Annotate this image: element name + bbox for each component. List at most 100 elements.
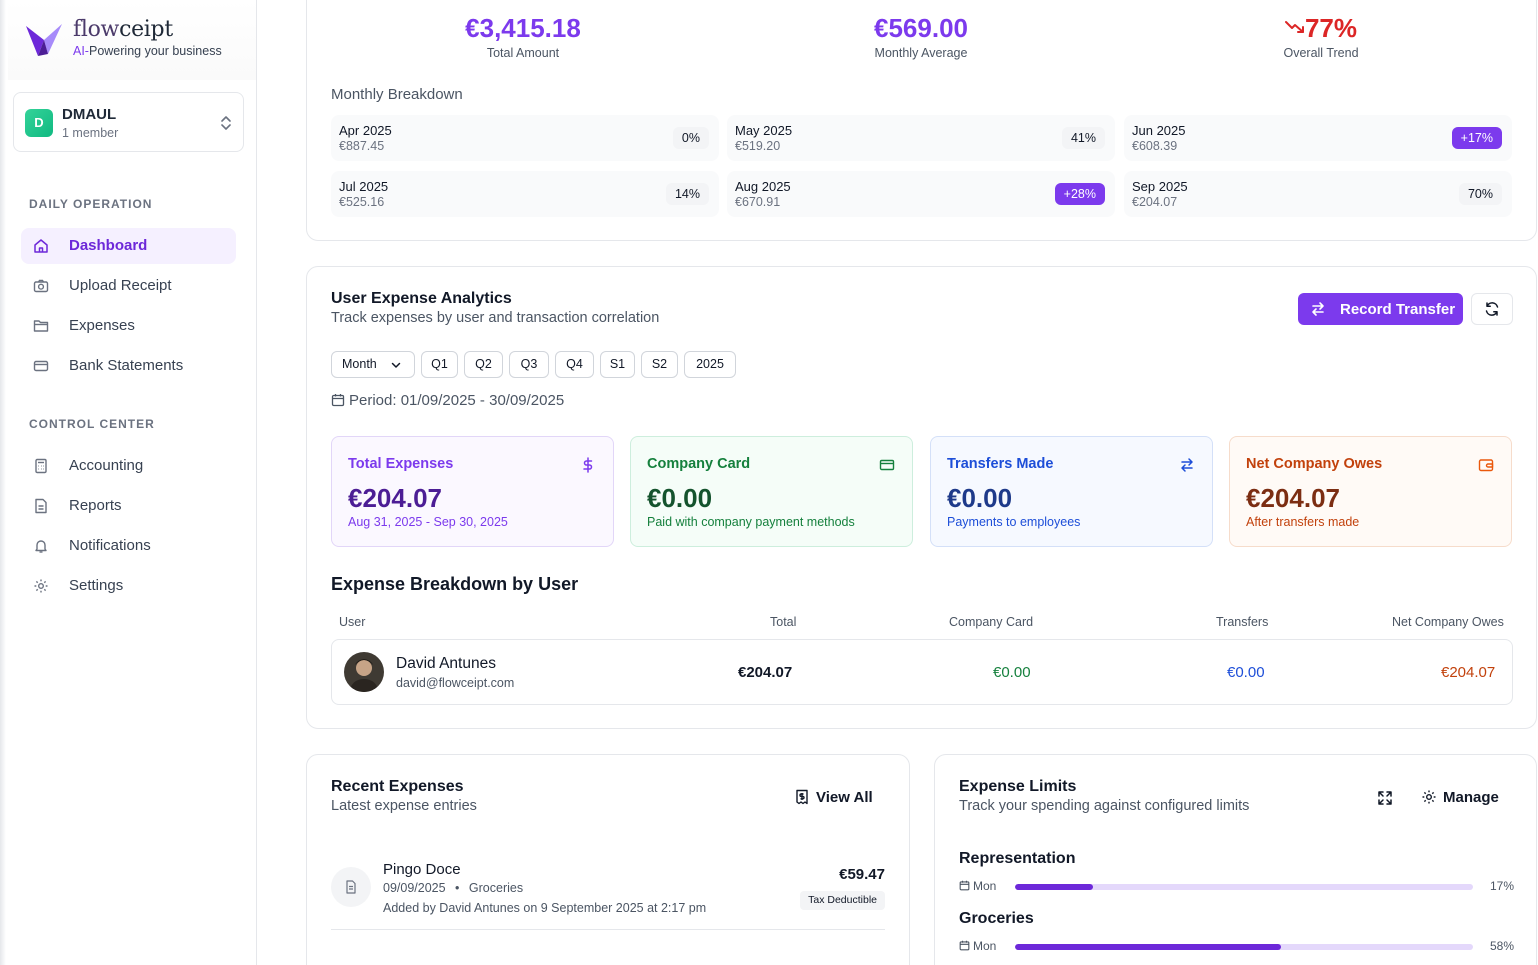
recent-expenses-subtitle: Latest expense entries (331, 798, 477, 814)
expense-limits-title: Expense Limits (959, 778, 1077, 795)
expense-meta: 09/09/2025 • Groceries (383, 881, 523, 895)
analytics-title: User Expense Analytics (331, 290, 512, 307)
sidebar-item-label: Dashboard (69, 237, 148, 254)
period-chip-q2[interactable]: Q2 (464, 351, 503, 378)
limit-percent: 58% (1489, 939, 1514, 953)
period-chip-q3[interactable]: Q3 (509, 351, 549, 378)
avatar (344, 652, 384, 692)
month-change-badge: 14% (665, 183, 709, 205)
sidebar-item-label: Upload Receipt (69, 277, 172, 294)
column-header-company-card: Company Card (949, 615, 1034, 629)
sidebar-item-label: Settings (69, 577, 124, 594)
calendar-icon (959, 940, 970, 951)
brand-name: flowceipt (73, 17, 173, 42)
record-transfer-button[interactable]: Record Transfer (1298, 293, 1463, 325)
expense-category: Groceries (468, 881, 524, 895)
sidebar-item-accounting[interactable]: Accounting (21, 448, 236, 484)
expense-merchant: Pingo Doce (383, 861, 461, 878)
wallet-icon (1478, 459, 1494, 472)
period-chip-s2[interactable]: S2 (641, 351, 678, 378)
limit-progress-bar (1015, 884, 1473, 890)
month-amount: €204.07 (1132, 195, 1178, 209)
month-label: Sep 2025 (1132, 179, 1188, 194)
nav-section-control: CONTROL CENTER (29, 417, 155, 431)
home-icon (34, 239, 48, 253)
transfer-arrows-icon (1181, 458, 1193, 472)
refresh-icon (1485, 302, 1499, 316)
refresh-button[interactable] (1471, 293, 1513, 325)
month-cell: Jul 2025 €525.16 14% (331, 171, 719, 217)
monthly-average-label: Monthly Average (874, 46, 968, 60)
limit-percent: 17% (1489, 879, 1514, 893)
expense-limits-card (934, 754, 1537, 965)
sidebar-item-dashboard[interactable]: Dashboard (21, 228, 236, 264)
column-header-user: User (339, 615, 366, 629)
gear-icon (34, 579, 48, 593)
period-chip-s1[interactable]: S1 (600, 351, 635, 378)
kpi-title: Total Expenses (348, 456, 454, 472)
calendar-icon (959, 880, 970, 891)
month-amount: €608.39 (1132, 139, 1178, 153)
sidebar-item-label: Bank Statements (69, 357, 184, 374)
sidebar-item-upload-receipt[interactable]: Upload Receipt (21, 268, 236, 304)
user-email: david@flowceipt.com (396, 676, 515, 690)
chevron-up-down-icon (221, 116, 231, 130)
row-transfers: €0.00 (1227, 664, 1265, 681)
kpi-net-company-owes: Net Company Owes €204.07 After transfers… (1229, 436, 1512, 547)
period-range-text: Period: 01/09/2025 - 30/09/2025 (349, 392, 565, 409)
manage-label: Manage (1443, 789, 1499, 806)
sidebar-item-notifications[interactable]: Notifications (21, 528, 236, 564)
period-type-select[interactable]: Month (331, 351, 415, 378)
period-chip-q4[interactable]: Q4 (555, 351, 594, 378)
period-chip-2025[interactable]: 2025 (684, 351, 736, 378)
expense-limits-subtitle: Track your spending against configured l… (959, 798, 1250, 814)
kpi-transfers-made: Transfers Made €0.00 Payments to employe… (930, 436, 1213, 547)
nav-section-daily: DAILY OPERATION (29, 197, 153, 211)
period-chip-q1[interactable]: Q1 (421, 351, 458, 378)
month-change-badge: 0% (672, 127, 709, 149)
period-type-value: Month (342, 357, 377, 371)
limit-progress-bar (1015, 944, 1473, 950)
month-label: Apr 2025 (339, 123, 392, 138)
table-row[interactable]: David Antunes david@flowceipt.com €204.0… (331, 639, 1513, 705)
total-amount-label: Total Amount (486, 46, 560, 60)
row-net-company-owes: €204.07 (1441, 664, 1496, 681)
calculator-icon (35, 458, 47, 474)
sidebar-item-settings[interactable]: Settings (21, 568, 236, 604)
org-switcher[interactable]: D DMAUL 1 member (13, 92, 244, 152)
document-icon (35, 498, 47, 514)
total-amount-value: €3,415.18 (465, 13, 581, 43)
limit-period-text: Mon (973, 879, 997, 893)
overall-trend-label: Overall Trend (1283, 46, 1359, 60)
kpi-sub: Paid with company payment methods (647, 515, 855, 529)
brand[interactable]: flowceipt AI-Powering your business (8, 0, 256, 80)
analytics-subtitle: Track expenses by user and transaction c… (331, 310, 660, 326)
kpi-value: €0.00 (947, 483, 1013, 513)
row-total: €204.07 (738, 664, 793, 681)
expense-added-by: Added by David Antunes on 9 September 20… (383, 901, 707, 915)
sidebar-item-label: Expenses (69, 317, 135, 334)
view-all-button[interactable]: View All (794, 789, 873, 806)
sidebar-item-reports[interactable]: Reports (21, 488, 236, 524)
kpi-total-expenses: Total Expenses €204.07 Aug 31, 2025 - Se… (331, 436, 614, 547)
summary-card: €3,415.18 Total Amount €569.00 Monthly A… (306, 0, 1537, 241)
brand-tagline: AI-Powering your business (73, 44, 222, 58)
expand-icon (1378, 791, 1392, 805)
overall-trend-stat: 77% Overall Trend (1191, 13, 1451, 60)
limit-progress-fill (1015, 944, 1281, 950)
org-name: DMAUL (62, 106, 117, 123)
month-change-badge: +28% (1054, 183, 1105, 205)
sidebar-item-bank-statements[interactable]: Bank Statements (21, 348, 236, 384)
kpi-sub: After transfers made (1246, 515, 1360, 529)
expand-button[interactable] (1377, 790, 1393, 806)
month-label: Jun 2025 (1132, 123, 1186, 138)
month-amount: €519.20 (735, 139, 781, 153)
month-amount: €887.45 (339, 139, 385, 153)
month-cell: Jun 2025 €608.39 +17% (1124, 115, 1512, 161)
manage-limits-button[interactable]: Manage (1421, 789, 1499, 806)
chevron-down-icon (391, 362, 401, 368)
list-divider (331, 929, 885, 930)
month-cell: Aug 2025 €670.91 +28% (727, 171, 1115, 217)
kpi-value: €0.00 (647, 483, 713, 513)
sidebar-item-expenses[interactable]: Expenses (21, 308, 236, 344)
